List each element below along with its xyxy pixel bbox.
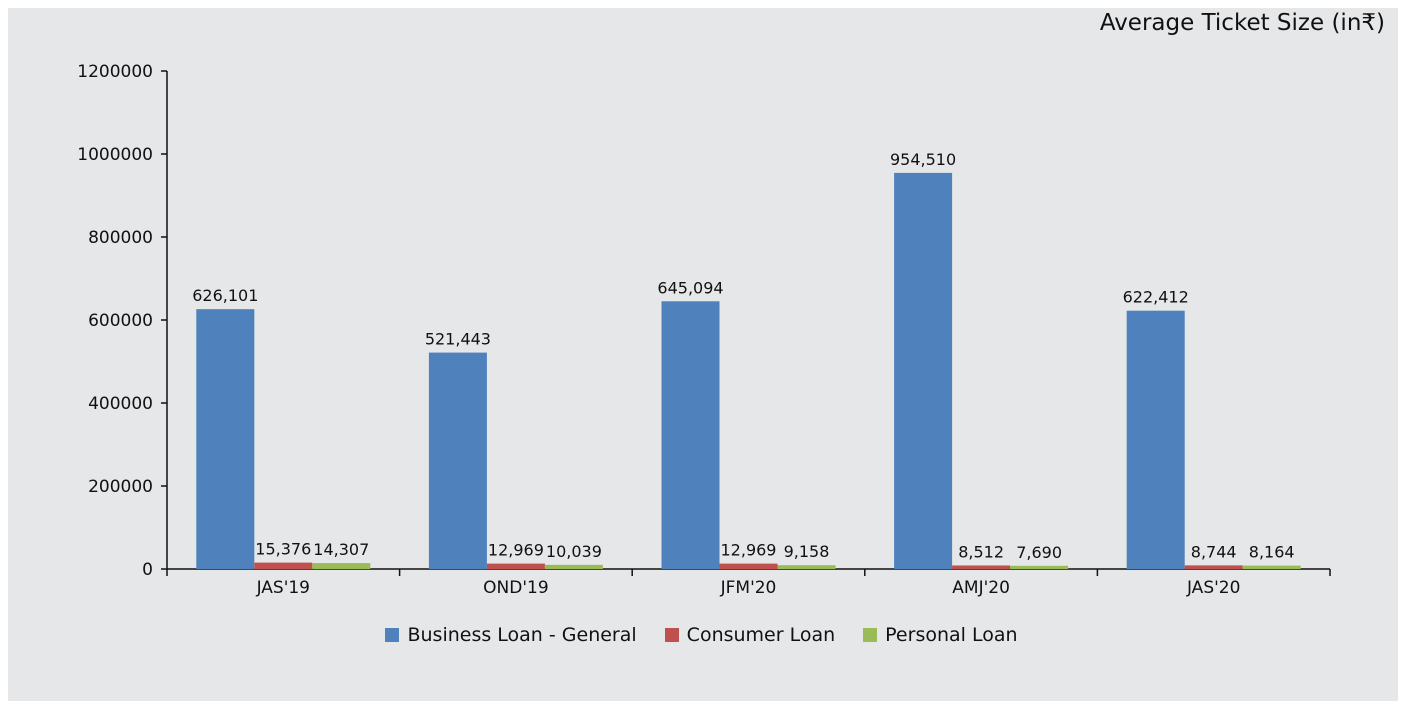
x-tick-label: JAS'20 bbox=[1186, 578, 1240, 598]
legend-label: Personal Loan bbox=[885, 624, 1018, 646]
legend: Business Loan - General Consumer Loan Pers… bbox=[0, 624, 1403, 646]
chart-title: Average Ticket Size (in₹) bbox=[1099, 10, 1385, 36]
y-tick-label: 400000 bbox=[88, 394, 153, 414]
data-label: 645,094 bbox=[657, 278, 723, 297]
x-tick-label: JFM'20 bbox=[720, 578, 777, 598]
legend-item: Consumer Loan bbox=[664, 624, 836, 646]
bar bbox=[312, 563, 371, 569]
x-tick-label: AMJ'20 bbox=[952, 578, 1010, 598]
data-label: 9,158 bbox=[784, 542, 830, 561]
data-label: 521,443 bbox=[425, 330, 491, 349]
data-label: 12,969 bbox=[721, 541, 777, 560]
bar bbox=[894, 172, 953, 569]
bar bbox=[1126, 310, 1185, 569]
y-tick-label: 1000000 bbox=[77, 145, 153, 165]
x-tick-label: JAS'19 bbox=[256, 578, 310, 598]
bar bbox=[1184, 565, 1243, 569]
bar bbox=[1010, 565, 1069, 569]
axes: 0 200000 400000 600000 800000 1000000 1200000 J… bbox=[77, 62, 1331, 598]
y-tick-label: 200000 bbox=[88, 477, 153, 497]
x-tick-label: OND'19 bbox=[483, 578, 549, 598]
legend-swatch bbox=[664, 628, 679, 642]
y-tick-label: 600000 bbox=[88, 311, 153, 331]
y-tick-label: 0 bbox=[142, 560, 153, 580]
data-label: 15,376 bbox=[255, 540, 311, 559]
bar bbox=[661, 301, 720, 569]
data-label: 14,307 bbox=[313, 540, 369, 559]
bar bbox=[486, 563, 545, 569]
legend-label: Consumer Loan bbox=[686, 624, 836, 646]
y-tick-label: 1200000 bbox=[77, 62, 153, 82]
bar bbox=[254, 562, 313, 569]
data-label: 12,969 bbox=[488, 541, 544, 560]
legend-item: Business Loan - General bbox=[385, 624, 637, 646]
legend-label: Business Loan - General bbox=[407, 624, 637, 646]
legend-swatch bbox=[385, 628, 400, 642]
bar bbox=[777, 565, 836, 569]
data-label: 622,412 bbox=[1123, 288, 1189, 307]
data-label: 8,164 bbox=[1249, 543, 1295, 562]
y-tick-label: 800000 bbox=[88, 228, 153, 248]
data-label: 954,510 bbox=[890, 150, 956, 169]
legend-item: Personal Loan bbox=[863, 624, 1018, 646]
bar bbox=[719, 563, 778, 569]
bar bbox=[544, 564, 603, 569]
data-label: 10,039 bbox=[546, 542, 602, 561]
data-label: 7,690 bbox=[1016, 543, 1062, 562]
data-label: 626,101 bbox=[192, 286, 258, 305]
bar bbox=[428, 352, 487, 569]
bar bbox=[1242, 565, 1301, 569]
data-label: 8,744 bbox=[1191, 542, 1237, 561]
bars bbox=[196, 172, 1301, 569]
bar bbox=[952, 565, 1011, 569]
bar bbox=[196, 309, 255, 569]
data-label: 8,512 bbox=[958, 542, 1004, 561]
legend-swatch bbox=[863, 628, 878, 642]
